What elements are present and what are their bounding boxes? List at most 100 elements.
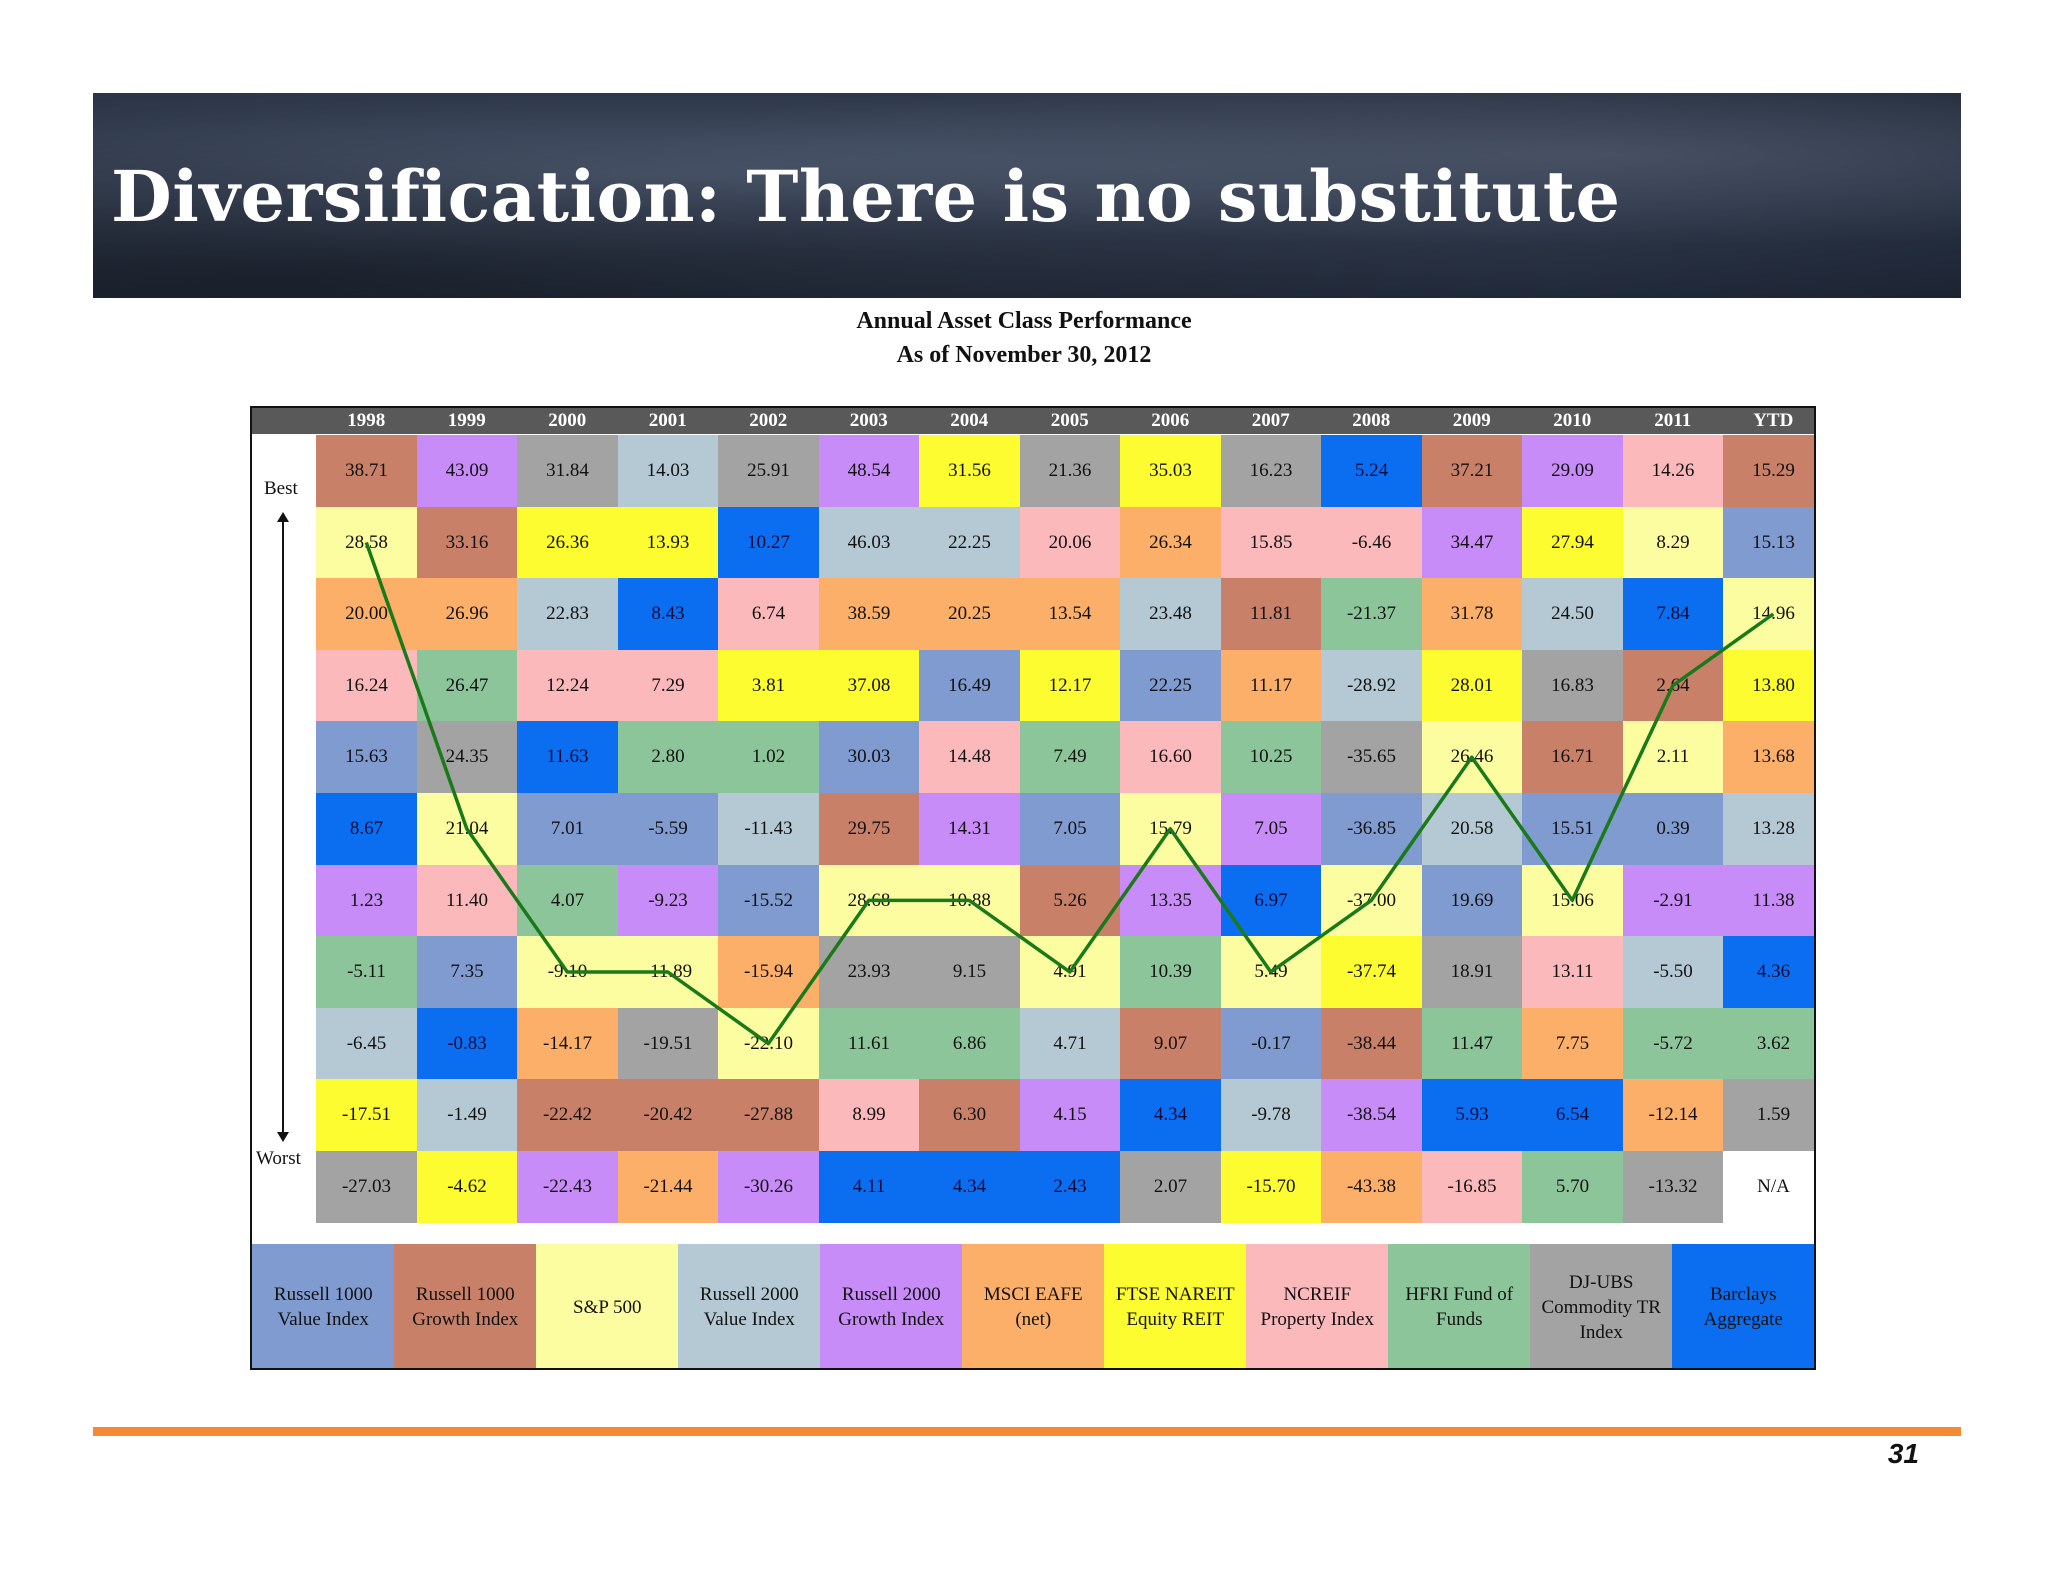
- return-cell: 13.28: [1723, 793, 1814, 866]
- legend-label: HFRI Fund of Funds: [1405, 1284, 1514, 1330]
- return-cell: 20.06: [1019, 506, 1121, 579]
- year-header: 2010: [1553, 410, 1592, 431]
- return-cell: 28.01: [1421, 649, 1523, 722]
- header-texture: [93, 93, 1961, 298]
- return-cell: 4.36: [1723, 936, 1814, 1009]
- legend-label: Barclays Aggregate: [1703, 1284, 1783, 1330]
- return-cell: -30.26: [718, 1151, 819, 1224]
- return-cell: 7.84: [1622, 578, 1724, 651]
- return-cell: 4.15: [1019, 1079, 1121, 1152]
- year-header: YTD: [1753, 410, 1794, 431]
- return-cell: 13.80: [1723, 649, 1814, 722]
- return-cell: N/A: [1723, 1151, 1814, 1224]
- return-cell: 21.36: [1019, 435, 1121, 508]
- return-cell: 13.68: [1723, 721, 1814, 794]
- legend-item-r2000g: Russell 2000 Growth Index: [820, 1244, 963, 1368]
- legend-label: DJ-UBS Commodity TR Index: [1541, 1271, 1661, 1343]
- year-header: 2009: [1452, 410, 1491, 431]
- return-cell: 35.03: [1120, 435, 1221, 508]
- page-number: 31: [1887, 1438, 1919, 1469]
- return-cell: 12.17: [1019, 649, 1121, 722]
- return-cell: 9.15: [919, 936, 1020, 1009]
- return-cell: 15.85: [1220, 506, 1322, 579]
- legend-label: Russell 2000 Value Index: [699, 1284, 799, 1330]
- return-cell: -0.17: [1220, 1007, 1322, 1080]
- return-cell: 2.43: [1019, 1151, 1121, 1224]
- return-cell: -0.83: [416, 1007, 518, 1080]
- return-cell: 10.25: [1220, 721, 1322, 794]
- return-cell: -22.43: [517, 1151, 618, 1224]
- return-cell: 48.54: [818, 435, 920, 508]
- return-cell: -13.32: [1622, 1151, 1724, 1224]
- legend-label: FTSE NAREIT Equity REIT: [1115, 1284, 1235, 1330]
- return-cell: 14.31: [919, 793, 1020, 866]
- year-header: 2005: [1050, 410, 1089, 431]
- return-cell: 15.63: [316, 721, 417, 794]
- return-cell: 31.84: [517, 435, 618, 508]
- return-cell: 16.83: [1522, 649, 1623, 722]
- return-cell: 25.91: [718, 435, 819, 508]
- arrow-up-icon: [277, 512, 289, 522]
- return-cell: 14.48: [919, 721, 1020, 794]
- year-header: 2000: [548, 410, 587, 431]
- return-cell: -19.51: [617, 1007, 719, 1080]
- return-cell: -5.11: [316, 936, 417, 1009]
- return-cell: -5.72: [1622, 1007, 1724, 1080]
- legend-item-hfri: HFRI Fund of Funds: [1388, 1244, 1531, 1368]
- return-cell: -5.59: [617, 793, 719, 866]
- return-cell: 3.81: [718, 649, 819, 722]
- return-cell: 6.54: [1522, 1079, 1623, 1152]
- return-cell: 11.81: [1220, 578, 1322, 651]
- return-cell: 13.93: [617, 506, 719, 579]
- return-cell: 18.91: [1421, 936, 1523, 1009]
- return-cell: -43.38: [1321, 1151, 1422, 1224]
- return-cell: 16.23: [1220, 435, 1322, 508]
- return-cell: 4.71: [1019, 1007, 1121, 1080]
- return-cell: 16.49: [919, 649, 1020, 722]
- performance-table: 1998 1999 2000 2001 2002 2003 2004 2005 2006 2007…: [250, 406, 1816, 1370]
- return-cell: 11.38: [1723, 864, 1814, 937]
- return-cell: 13.11: [1522, 936, 1623, 1009]
- return-cell: 3.62: [1723, 1007, 1814, 1080]
- return-cell: -2.91: [1622, 864, 1724, 937]
- return-cell: 33.16: [416, 506, 518, 579]
- return-cell: 26.47: [416, 649, 518, 722]
- chart-title: Annual Asset Class Performance: [856, 308, 1192, 334]
- axis-worst-label: Worst: [256, 1148, 301, 1169]
- chart-title-block: Annual Asset Class Performance As of Nov…: [0, 304, 2048, 372]
- return-cell: 6.74: [718, 578, 819, 651]
- return-cell: 7.05: [1019, 793, 1121, 866]
- legend-item-nareit: FTSE NAREIT Equity REIT: [1104, 1244, 1247, 1368]
- return-cell: -38.54: [1321, 1079, 1422, 1152]
- return-cell: 26.96: [416, 578, 518, 651]
- return-cell: 8.29: [1622, 506, 1724, 579]
- return-cell: 14.26: [1622, 435, 1724, 508]
- return-cell: 8.99: [818, 1079, 920, 1152]
- return-cell: 43.09: [416, 435, 518, 508]
- legend-label: NCREIF Property Index: [1260, 1284, 1374, 1330]
- return-cell: 9.07: [1120, 1007, 1221, 1080]
- return-cell: -15.94: [718, 936, 819, 1009]
- arrow-down-icon: [277, 1132, 289, 1142]
- return-cell: 8.67: [316, 793, 417, 866]
- return-cell: 7.01: [517, 793, 618, 866]
- return-cell: -12.14: [1622, 1079, 1724, 1152]
- slide-title: Diversification: There is no substitute: [111, 155, 1621, 238]
- legend-item-r2000v: Russell 2000 Value Index: [678, 1244, 821, 1368]
- return-cell: 10.39: [1120, 936, 1221, 1009]
- return-cell: -15.70: [1220, 1151, 1322, 1224]
- return-cell: -17.51: [316, 1079, 417, 1152]
- legend-label: MSCI EAFE (net): [983, 1284, 1083, 1330]
- return-cell: -20.42: [617, 1079, 719, 1152]
- return-cell: 16.71: [1522, 721, 1623, 794]
- return-cell: 26.34: [1120, 506, 1221, 579]
- sp500-trend-svg: [364, 541, 1775, 1046]
- return-cell: 38.59: [818, 578, 920, 651]
- chart-subtitle: As of November 30, 2012: [896, 342, 1152, 368]
- return-cell: -21.37: [1321, 578, 1422, 651]
- return-cell: -28.92: [1321, 649, 1422, 722]
- return-cell: 7.29: [617, 649, 719, 722]
- sp500-trend-line: [364, 541, 1775, 1046]
- legend-label: Russell 2000 Growth Index: [838, 1284, 945, 1330]
- return-cell: 37.08: [818, 649, 920, 722]
